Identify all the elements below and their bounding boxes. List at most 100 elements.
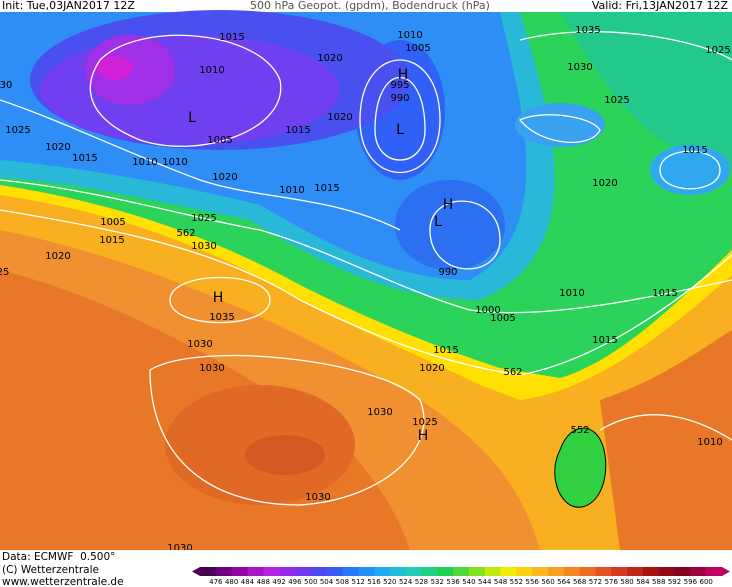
isobar-label: 552 bbox=[570, 425, 589, 436]
isobar-label: 1010 bbox=[559, 288, 584, 299]
colorbar-label: 584 bbox=[636, 578, 650, 586]
colorbar-swatch bbox=[231, 567, 248, 576]
isobar-label: 995 bbox=[390, 80, 409, 91]
pressure-center: L bbox=[434, 214, 442, 230]
isobar-label: 1005 bbox=[100, 217, 125, 228]
isobar-label: 1010 bbox=[397, 30, 422, 41]
isobar-label: 1010 bbox=[697, 437, 722, 448]
colorbar-label: 508 bbox=[336, 578, 349, 586]
isobar-label: 1020 bbox=[327, 112, 352, 123]
isobar-label: 562 bbox=[176, 228, 195, 239]
isobar-label: 1030 bbox=[305, 492, 330, 503]
colorbar-label: 496 bbox=[288, 578, 302, 586]
colorbar-label: 500 bbox=[304, 578, 317, 586]
isobar-label: 25 bbox=[0, 267, 9, 278]
colorbar-swatch bbox=[563, 567, 581, 576]
isobar-label: 1005 bbox=[490, 313, 515, 324]
colorbar-label: 536 bbox=[446, 578, 460, 586]
colorbar-label: 488 bbox=[257, 578, 270, 586]
isobar-label: 1010 bbox=[162, 157, 187, 168]
isobar-label: 1015 bbox=[592, 335, 617, 346]
isobar-label: 1005 bbox=[405, 43, 430, 54]
colorbar-swatch bbox=[642, 567, 660, 576]
colorbar-swatch bbox=[374, 567, 391, 576]
isobar-label: 1015 bbox=[433, 345, 458, 356]
colorbar-label: 572 bbox=[589, 578, 602, 586]
colorbar-swatch bbox=[437, 567, 454, 576]
colorbar-swatch bbox=[548, 567, 565, 576]
colorbar-swatch bbox=[294, 567, 312, 576]
isobar-label: 1020 bbox=[45, 251, 70, 262]
colorbar-label: 568 bbox=[573, 578, 586, 586]
isobars bbox=[0, 31, 732, 506]
isobar-label: 1010 bbox=[132, 157, 157, 168]
colorbar-swatch bbox=[342, 567, 359, 576]
colorbar-swatch bbox=[500, 567, 517, 576]
isobar-label: 1015 bbox=[314, 183, 339, 194]
colorbar-label: 480 bbox=[225, 578, 238, 586]
colorbar-label: 592 bbox=[668, 578, 681, 586]
colorbar-label: 476 bbox=[209, 578, 223, 586]
colorbar-swatch bbox=[326, 567, 343, 576]
isobar-label: 1020 bbox=[317, 53, 342, 64]
colorbar-label: 600 bbox=[699, 578, 712, 586]
isobar-label: 1030 bbox=[191, 241, 216, 252]
copyright: (C) Wetterzentrale bbox=[2, 564, 99, 576]
colorbar-swatch bbox=[421, 567, 438, 576]
isobar-label: 1015 bbox=[652, 288, 677, 299]
isobar-label: 1000 bbox=[475, 305, 500, 316]
isobar-label: 1020 bbox=[592, 178, 617, 189]
isobar-label: 1010 bbox=[279, 185, 304, 196]
colorbar-swatch bbox=[263, 567, 280, 576]
colorbar-label: 504 bbox=[320, 578, 334, 586]
isobar-label: 1025 bbox=[604, 95, 629, 106]
colorbar-swatch bbox=[706, 567, 723, 576]
colorbar-swatch bbox=[247, 567, 264, 576]
colorbar-swatch bbox=[690, 567, 707, 576]
colorbar-label: 548 bbox=[494, 578, 507, 586]
colorbar-label: 564 bbox=[557, 578, 571, 586]
colorbar-swatch bbox=[200, 567, 217, 576]
isobar-label: 1025 bbox=[705, 45, 730, 56]
colorbar-label: 492 bbox=[272, 578, 285, 586]
colorbar-label: 512 bbox=[351, 578, 364, 586]
pressure-center: L bbox=[396, 122, 404, 138]
map-background bbox=[0, 10, 732, 550]
colorbar-arrow bbox=[192, 567, 200, 576]
colorbar-label: 588 bbox=[652, 578, 665, 586]
colorbar-label: 596 bbox=[684, 578, 698, 586]
colorbar: 476 480 484 488 492 496 500 504 508 512 516 520 524 5… bbox=[192, 567, 730, 586]
isobar-label: 1030 bbox=[199, 363, 224, 374]
colorbar-swatch bbox=[468, 567, 486, 576]
isobar-label: 1010 bbox=[199, 65, 224, 76]
colorbar-label: 528 bbox=[415, 578, 428, 586]
colorbar-swatch bbox=[484, 567, 502, 576]
colorbar-label: 552 bbox=[510, 578, 523, 586]
colorbar-swatch bbox=[516, 567, 533, 576]
colorbar-swatch bbox=[627, 567, 644, 576]
isobar-label: 1015 bbox=[219, 32, 244, 43]
colorbar-label: 576 bbox=[605, 578, 619, 586]
colorbar-swatch bbox=[611, 567, 628, 576]
map-labels: 1015102010101010100510351025103030102510… bbox=[0, 25, 731, 554]
isobar-label: 1015 bbox=[682, 145, 707, 156]
colorbar-swatch bbox=[310, 567, 328, 576]
colorbar-swatch bbox=[674, 567, 691, 576]
colorbar-label: 516 bbox=[367, 578, 381, 586]
colorbar-swatch bbox=[215, 567, 233, 576]
isobar-label: 1025 bbox=[412, 417, 437, 428]
colorbar-label: 556 bbox=[525, 578, 539, 586]
isobar-label: 1020 bbox=[45, 142, 70, 153]
website: www.wetterzentrale.de bbox=[2, 576, 124, 587]
colorbar-swatch bbox=[279, 567, 296, 576]
colorbar-swatch bbox=[453, 567, 470, 576]
isobar-label: 1025 bbox=[191, 213, 216, 224]
isobar-label: 1035 bbox=[209, 312, 234, 323]
pressure-center: H bbox=[418, 428, 429, 444]
pressure-center: H bbox=[443, 197, 454, 213]
isobar-label: 990 bbox=[390, 93, 409, 104]
isobar-label: 1030 bbox=[367, 407, 392, 418]
colorbar-swatch bbox=[579, 567, 596, 576]
